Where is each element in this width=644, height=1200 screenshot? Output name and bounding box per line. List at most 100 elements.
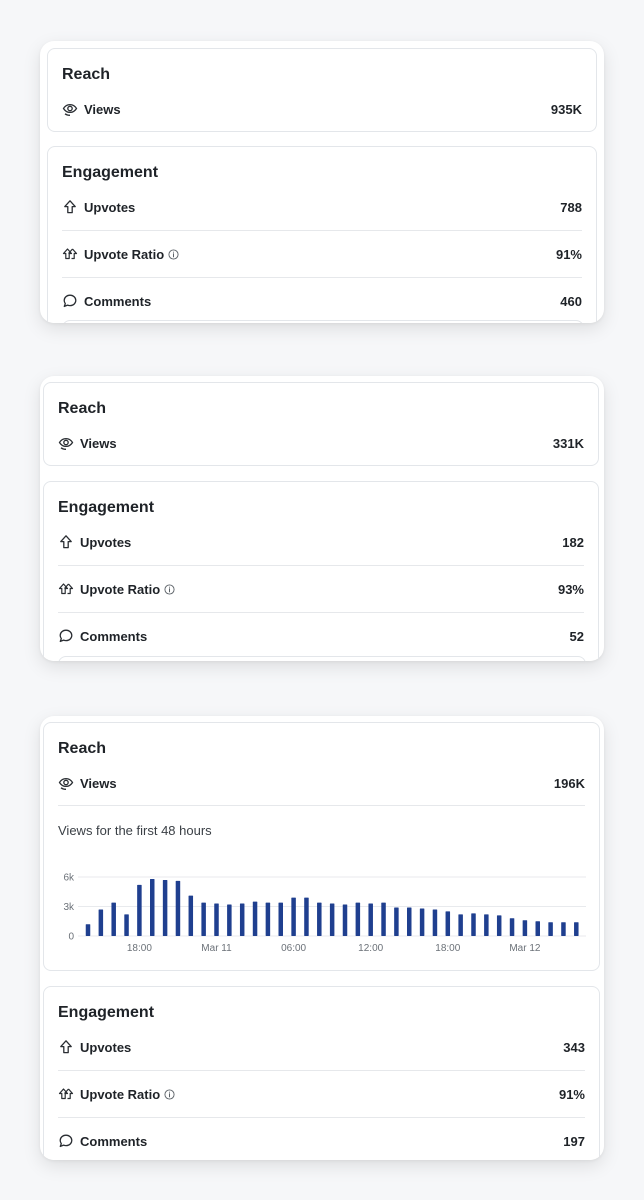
- views-label: Views: [80, 775, 117, 791]
- bar[interactable]: [265, 902, 271, 936]
- next-card-peek: [58, 656, 586, 661]
- info-icon[interactable]: [164, 1088, 175, 1100]
- bar[interactable]: [252, 901, 258, 936]
- bar[interactable]: [509, 918, 515, 936]
- upvote-ratio-value: 91%: [555, 246, 582, 262]
- upvotes-label: Upvotes: [80, 534, 132, 550]
- bar[interactable]: [291, 897, 296, 936]
- upvote-ratio-label: Upvote Ratio: [80, 581, 161, 597]
- bar[interactable]: [85, 924, 91, 936]
- views-value: 196K: [553, 775, 585, 791]
- upvotes-row: Upvotes 182: [58, 530, 584, 554]
- upvote-ratio-row: Upvote Ratio 91%: [62, 242, 582, 266]
- bar[interactable]: [227, 904, 232, 936]
- upvote-ratio-label: Upvote Ratio: [80, 1086, 161, 1102]
- x-tick-label: 06:00: [281, 943, 306, 954]
- comment-icon: [62, 293, 78, 309]
- bar[interactable]: [522, 920, 528, 936]
- upvote-ratio-row: Upvote Ratio 93%: [58, 577, 584, 601]
- x-tick-label: 18:00: [127, 943, 152, 954]
- next-card-peek: [62, 320, 584, 323]
- bar[interactable]: [111, 902, 116, 936]
- comments-value: 52: [569, 628, 584, 644]
- reach-title: Reach: [58, 740, 107, 757]
- bar[interactable]: [175, 880, 181, 936]
- engagement-title: Engagement: [62, 164, 159, 181]
- upvotes-row: Upvotes 343: [58, 1035, 585, 1059]
- row-divider: [62, 230, 582, 231]
- comments-value: 460: [560, 293, 582, 309]
- comments-label: Comments: [84, 293, 152, 309]
- arrow-up-icon: [58, 1039, 74, 1055]
- comments-value: 197: [563, 1133, 585, 1149]
- comments-label: Comments: [80, 628, 148, 644]
- views-label: Views: [80, 435, 117, 451]
- bar[interactable]: [162, 879, 168, 936]
- comment-icon: [58, 628, 74, 644]
- bar[interactable]: [188, 895, 194, 936]
- engagement-title: Engagement: [58, 499, 155, 516]
- x-tick-label: Mar 11: [201, 943, 232, 954]
- bar[interactable]: [445, 911, 451, 936]
- views-row: Views 331K: [58, 431, 584, 455]
- reach-title: Reach: [62, 66, 111, 83]
- engagement-card: Engagement Upvotes 343 Upvote Ratio 91% …: [43, 986, 600, 1160]
- bar[interactable]: [239, 903, 245, 936]
- eye-icon: [62, 101, 78, 117]
- chart-caption: Views for the first 48 hours: [58, 823, 212, 838]
- bar[interactable]: [432, 909, 438, 936]
- bar[interactable]: [201, 902, 206, 936]
- bar[interactable]: [317, 902, 322, 936]
- bar[interactable]: [394, 907, 399, 936]
- bar[interactable]: [548, 922, 553, 936]
- stats-panel-3: Reach Views 196K Views for the first 48 …: [40, 716, 604, 1160]
- engagement-card: Engagement Upvotes 788 Upvote Ratio 91% …: [47, 146, 597, 323]
- bar[interactable]: [471, 913, 476, 936]
- bar[interactable]: [137, 884, 142, 936]
- upvote-ratio-label: Upvote Ratio: [84, 246, 165, 262]
- bar[interactable]: [407, 907, 412, 936]
- comment-icon: [58, 1133, 74, 1149]
- bar[interactable]: [124, 914, 129, 936]
- bar[interactable]: [535, 921, 541, 936]
- reach-card: Reach Views 935K: [47, 48, 597, 132]
- eye-icon: [58, 435, 74, 451]
- bar[interactable]: [342, 904, 348, 936]
- engagement-title: Engagement: [58, 1004, 155, 1021]
- views-value: 331K: [552, 435, 584, 451]
- arrow-up-icon: [58, 534, 74, 550]
- row-divider: [58, 1117, 585, 1118]
- comments-row: Comments 460: [62, 289, 582, 313]
- bar[interactable]: [574, 922, 579, 936]
- bar[interactable]: [419, 908, 425, 936]
- upvotes-value: 182: [562, 534, 584, 550]
- comments-row: Comments 52: [58, 624, 584, 648]
- upvotes-label: Upvotes: [80, 1039, 132, 1055]
- row-divider: [62, 277, 582, 278]
- bar[interactable]: [329, 903, 335, 936]
- info-icon[interactable]: [168, 248, 179, 260]
- bar[interactable]: [150, 878, 155, 936]
- stats-panel-2: Reach Views 331K Engagement Upvotes 182 …: [40, 376, 604, 661]
- bar[interactable]: [484, 914, 489, 936]
- bar[interactable]: [496, 915, 502, 936]
- bar[interactable]: [214, 903, 219, 936]
- views-row: Views 935K: [62, 97, 582, 121]
- bar[interactable]: [381, 902, 386, 936]
- bar[interactable]: [561, 922, 566, 936]
- comments-row: Comments 197: [58, 1129, 585, 1153]
- bar[interactable]: [368, 903, 373, 936]
- upvotes-value: 343: [563, 1039, 585, 1055]
- row-divider: [58, 565, 584, 566]
- bar[interactable]: [304, 897, 309, 936]
- upvote-ratio-row: Upvote Ratio 91%: [58, 1082, 585, 1106]
- bar[interactable]: [458, 914, 463, 936]
- x-tick-label: Mar 12: [509, 943, 541, 954]
- bar[interactable]: [355, 902, 361, 936]
- bar[interactable]: [278, 902, 284, 936]
- info-icon[interactable]: [164, 583, 175, 595]
- views-label: Views: [84, 101, 121, 117]
- bar[interactable]: [98, 909, 104, 936]
- row-divider: [58, 805, 585, 806]
- eye-icon: [58, 775, 74, 791]
